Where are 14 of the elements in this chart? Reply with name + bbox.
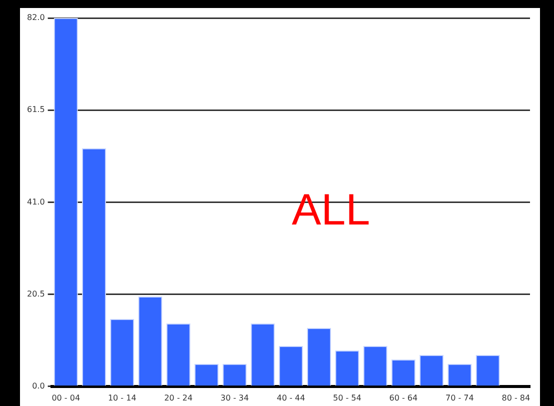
x-tick-label: 80 - 84 [502,393,530,402]
x-tick-label: 10 - 14 [108,393,136,402]
x-tick-label: 40 - 44 [276,393,306,402]
y-tick-label: 82.0 [27,13,45,22]
x-tick-label: 00 - 04 [52,393,80,402]
y-tick-label: 0.0 [32,381,45,390]
y-tick-label: 41.0 [27,197,45,206]
y-tick-label: 61.5 [27,105,45,114]
x-tick-label: 20 - 24 [164,393,193,402]
y-tick-label: 20.5 [27,289,45,298]
x-tick-label: 50 - 54 [332,393,362,402]
x-tick-label: 70 - 74 [446,393,474,402]
x-tick-label: 30 - 34 [220,393,249,402]
x-tick-label: 60 - 64 [389,393,418,402]
